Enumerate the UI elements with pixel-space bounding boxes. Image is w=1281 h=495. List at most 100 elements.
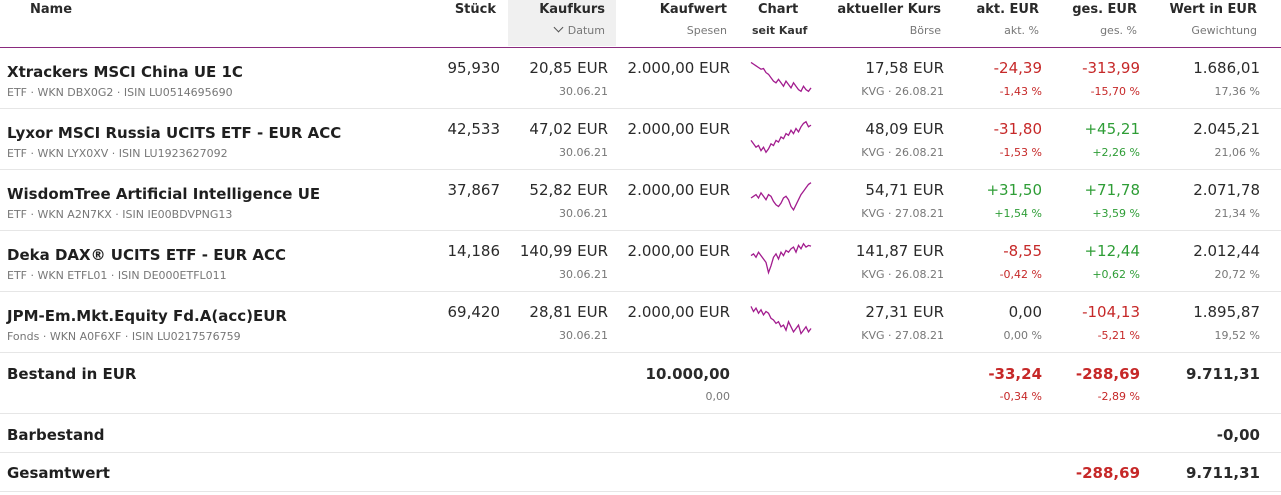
kauf-datum: 30.06.21 bbox=[559, 268, 608, 281]
ges-eur-value: -313,99 bbox=[1082, 59, 1140, 77]
col-stueck[interactable]: Stück bbox=[454, 2, 496, 17]
sparkline-line bbox=[750, 306, 812, 336]
sparkline-line bbox=[750, 120, 812, 154]
col-seit-kauf[interactable]: seit Kauf bbox=[752, 24, 808, 37]
kaufwert-value: 2.000,00 EUR bbox=[627, 242, 730, 260]
gesamtwert-label: Gesamtwert bbox=[7, 464, 110, 482]
col-spesen[interactable]: Spesen bbox=[686, 24, 727, 37]
barbestand-label: Barbestand bbox=[7, 426, 105, 444]
security-name[interactable]: JPM-Em.Mkt.Equity Fd.A(acc)EUR bbox=[7, 307, 287, 325]
security-name[interactable]: Deka DAX® UCITS ETF - EUR ACC bbox=[7, 246, 287, 264]
security-meta: Fonds · WKN A0F6XF · ISIN LU0217576759 bbox=[7, 330, 241, 343]
col-kaufwert[interactable]: Kaufwert bbox=[659, 2, 727, 17]
kaufwert-value: 2.000,00 EUR bbox=[627, 120, 730, 138]
aktueller-kurs-value: 141,87 EUR bbox=[855, 242, 944, 260]
sparkline-chart[interactable] bbox=[750, 239, 812, 279]
aktueller-kurs-value: 54,71 EUR bbox=[865, 181, 944, 199]
security-name[interactable]: WisdomTree Artificial Intelligence UE bbox=[7, 185, 321, 203]
aktueller-kurs-value: 48,09 EUR bbox=[865, 120, 944, 138]
bestand-ges-eur: -288,69 bbox=[1075, 365, 1140, 383]
bestand-wert: 9.711,31 bbox=[1185, 365, 1260, 383]
ges-eur-value: +71,78 bbox=[1084, 181, 1140, 199]
gesamtwert-wert: 9.711,31 bbox=[1185, 464, 1260, 482]
akt-eur-value: -31,80 bbox=[993, 120, 1042, 138]
ges-eur-value: +45,21 bbox=[1084, 120, 1140, 138]
boerse-value: KVG · 26.08.21 bbox=[861, 146, 944, 159]
stueck-value: 14,186 bbox=[447, 242, 501, 260]
bestand-label: Bestand in EUR bbox=[7, 365, 137, 383]
kaufwert-value: 2.000,00 EUR bbox=[627, 59, 730, 77]
wert-value: 2.012,44 bbox=[1193, 242, 1260, 260]
akt-eur-value: -24,39 bbox=[993, 59, 1042, 77]
col-gewichtung[interactable]: Gewichtung bbox=[1191, 24, 1257, 37]
col-ges-pct[interactable]: ges. % bbox=[1100, 24, 1137, 37]
col-datum: Datum bbox=[567, 24, 605, 37]
col-akt-eur[interactable]: akt. EUR bbox=[976, 2, 1039, 17]
col-boerse[interactable]: Börse bbox=[909, 24, 941, 37]
sparkline-line bbox=[750, 242, 812, 275]
barbestand-wert: -0,00 bbox=[1216, 426, 1260, 444]
col-wert[interactable]: Wert in EUR bbox=[1169, 2, 1257, 17]
col-datum-sort[interactable]: Datum bbox=[553, 22, 605, 37]
kaufwert-value: 2.000,00 EUR bbox=[627, 303, 730, 321]
ges-pct-value: -5,21 % bbox=[1097, 329, 1140, 342]
col-kaufkurs[interactable]: Kaufkurs bbox=[539, 2, 605, 17]
ges-eur-value: +12,44 bbox=[1084, 242, 1140, 260]
table-row[interactable]: JPM-Em.Mkt.Equity Fd.A(acc)EUR Fonds · W… bbox=[0, 292, 1281, 353]
akt-pct-value: -1,43 % bbox=[999, 85, 1042, 98]
table-row[interactable]: WisdomTree Artificial Intelligence UE ET… bbox=[0, 170, 1281, 231]
table-row[interactable]: Lyxor MSCI Russia UCITS ETF - EUR ACC ET… bbox=[0, 109, 1281, 170]
ges-pct-value: -15,70 % bbox=[1090, 85, 1140, 98]
col-ges-eur[interactable]: ges. EUR bbox=[1072, 2, 1137, 17]
boerse-value: KVG · 26.08.21 bbox=[861, 268, 944, 281]
col-chart[interactable]: Chart bbox=[758, 2, 799, 17]
gesamtwert-row: Gesamtwert -288,69 9.711,31 bbox=[0, 453, 1281, 492]
boerse-value: KVG · 26.08.21 bbox=[861, 85, 944, 98]
table-row[interactable]: Deka DAX® UCITS ETF - EUR ACC ETF · WKN … bbox=[0, 231, 1281, 292]
security-name[interactable]: Lyxor MSCI Russia UCITS ETF - EUR ACC bbox=[7, 124, 342, 142]
table-header: Name Stück Kaufkurs Datum Kaufwert Spese… bbox=[0, 0, 1281, 48]
aktueller-kurs-value: 17,58 EUR bbox=[865, 59, 944, 77]
gewichtung-value: 20,72 % bbox=[1214, 268, 1260, 281]
wert-value: 1.686,01 bbox=[1193, 59, 1260, 77]
stueck-value: 69,420 bbox=[447, 303, 501, 321]
kaufkurs-value: 28,81 EUR bbox=[529, 303, 608, 321]
stueck-value: 37,867 bbox=[447, 181, 501, 199]
kaufkurs-value: 52,82 EUR bbox=[529, 181, 608, 199]
sparkline-chart[interactable] bbox=[750, 56, 812, 96]
wert-value: 2.071,78 bbox=[1193, 181, 1260, 199]
sparkline-chart[interactable] bbox=[750, 117, 812, 157]
wert-value: 1.895,87 bbox=[1193, 303, 1260, 321]
kauf-datum: 30.06.21 bbox=[559, 85, 608, 98]
sparkline-line bbox=[750, 182, 812, 212]
ges-pct-value: +3,59 % bbox=[1092, 207, 1140, 220]
kaufkurs-value: 140,99 EUR bbox=[519, 242, 608, 260]
kaufkurs-value: 47,02 EUR bbox=[529, 120, 608, 138]
security-meta: ETF · WKN DBX0G2 · ISIN LU0514695690 bbox=[7, 86, 233, 99]
table-row[interactable]: Xtrackers MSCI China UE 1C ETF · WKN DBX… bbox=[0, 48, 1281, 109]
sparkline-chart[interactable] bbox=[750, 300, 812, 340]
security-name[interactable]: Xtrackers MSCI China UE 1C bbox=[7, 63, 243, 81]
akt-pct-value: -1,53 % bbox=[999, 146, 1042, 159]
kaufwert-value: 2.000,00 EUR bbox=[627, 181, 730, 199]
stueck-value: 42,533 bbox=[447, 120, 501, 138]
col-name[interactable]: Name bbox=[30, 2, 73, 17]
bestand-akt-pct: -0,34 % bbox=[999, 390, 1042, 403]
akt-eur-value: -8,55 bbox=[1003, 242, 1042, 260]
bestand-ges-pct: -2,89 % bbox=[1097, 390, 1140, 403]
ges-eur-value: -104,13 bbox=[1082, 303, 1140, 321]
aktueller-kurs-value: 27,31 EUR bbox=[865, 303, 944, 321]
security-meta: ETF · WKN ETFL01 · ISIN DE000ETFL011 bbox=[7, 269, 227, 282]
sparkline-chart[interactable] bbox=[750, 178, 812, 218]
akt-pct-value: -0,42 % bbox=[999, 268, 1042, 281]
col-aktueller-kurs[interactable]: aktueller Kurs bbox=[837, 2, 941, 17]
bestand-kaufwert: 10.000,00 bbox=[645, 365, 730, 383]
ges-pct-value: +2,26 % bbox=[1092, 146, 1140, 159]
ges-pct-value: +0,62 % bbox=[1092, 268, 1140, 281]
kauf-datum: 30.06.21 bbox=[559, 329, 608, 342]
akt-eur-value: 0,00 bbox=[1008, 303, 1042, 321]
gewichtung-value: 21,06 % bbox=[1214, 146, 1260, 159]
akt-eur-value: +31,50 bbox=[986, 181, 1042, 199]
col-akt-pct[interactable]: akt. % bbox=[1004, 24, 1039, 37]
stueck-value: 95,930 bbox=[447, 59, 501, 77]
